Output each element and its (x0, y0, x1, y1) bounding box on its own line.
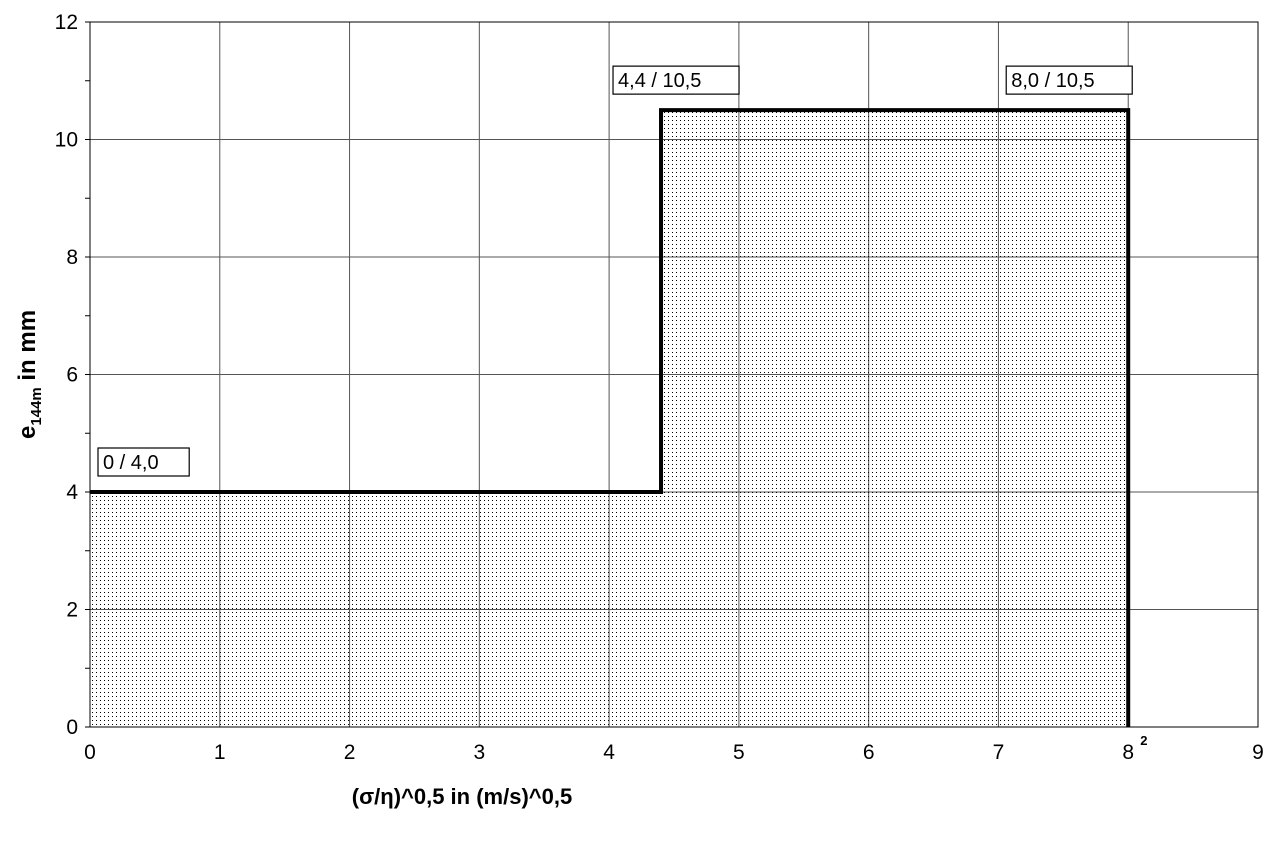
annotation-label: 8,0 / 10,5 (1005, 65, 1133, 95)
y-tick-label: 0 (66, 716, 78, 739)
y-tick-label: 2 (66, 599, 78, 622)
x-tick-label: 9 (1252, 741, 1264, 764)
y-label-subscript: 144m (28, 387, 45, 425)
x-tick-label: 4 (603, 741, 615, 764)
annotation-text: 0 / 4,0 (103, 452, 159, 474)
annotation-text: 8,0 / 10,5 (1011, 70, 1094, 92)
annotation-box (612, 65, 740, 95)
y-tick-label: 10 (55, 129, 78, 152)
x-tick-label: 5 (733, 741, 745, 764)
y-tick-label: 12 (55, 11, 78, 34)
annotation-box (97, 447, 190, 477)
x-tick-label: 0 (84, 741, 96, 764)
x-tick-label: 1 (214, 741, 226, 764)
y-tick-label: 6 (66, 364, 78, 387)
series-line (90, 108, 1131, 727)
y-minor-ticks (85, 21, 90, 728)
y-label-main: e (14, 426, 41, 439)
superscript-note: 2 (1140, 733, 1147, 748)
shaded-region (90, 110, 1129, 727)
y-tick-label: 8 (66, 246, 78, 269)
annotation-label: 4,4 / 10,5 (612, 65, 740, 95)
point-annotations: 0 / 4,0 4,4 / 10,5 8,0 / 10,5 (97, 65, 1133, 477)
x-tick-label: 6 (863, 741, 875, 764)
x-tick-label: 7 (993, 741, 1005, 764)
x-axis-label: (σ/η)^0,5 in (m/s)^0,5 (352, 784, 572, 809)
y-label-unit: in mm (14, 310, 41, 387)
x-tick-labels: 0 1 2 3 4 5 6 7 8 9 (84, 741, 1264, 764)
annotation-box (1005, 65, 1133, 95)
x-tick-label: 2 (344, 741, 356, 764)
annotation-label: 0 / 4,0 (97, 447, 190, 477)
x-tick-label: 8 (1122, 741, 1134, 764)
y-axis-label: e144m in mm (14, 310, 45, 439)
annotation-text: 4,4 / 10,5 (618, 70, 701, 92)
x-tick-label: 3 (473, 741, 485, 764)
y-tick-labels: 0 2 4 6 8 10 12 (55, 11, 79, 739)
y-tick-label: 4 (66, 481, 78, 504)
